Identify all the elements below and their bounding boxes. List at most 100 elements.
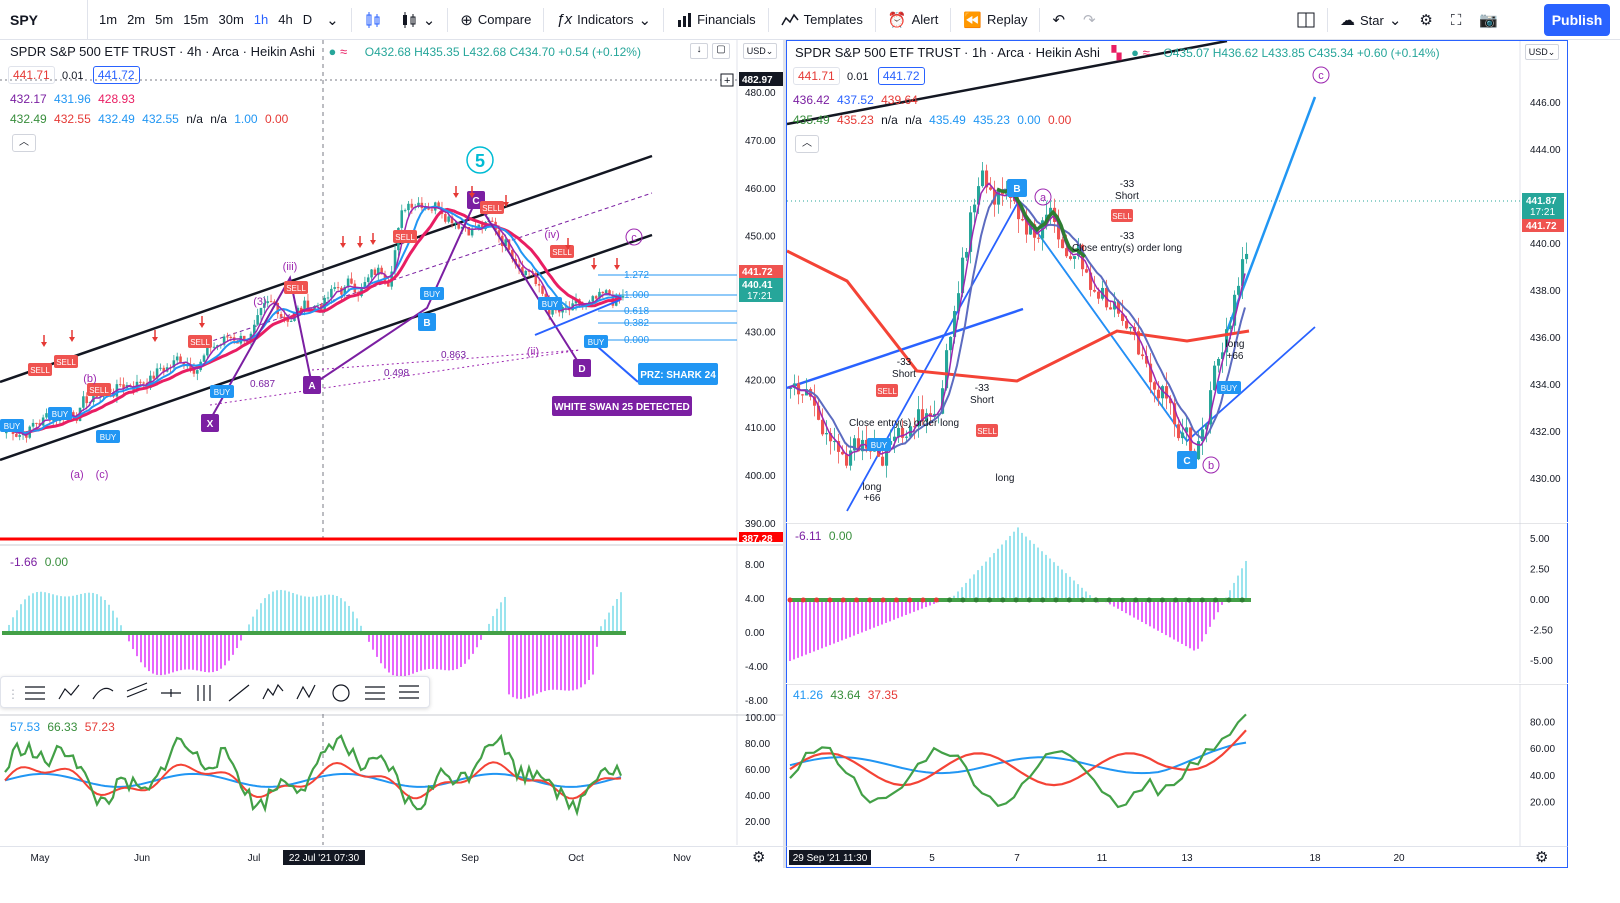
templates-button[interactable]: Templates bbox=[772, 0, 872, 40]
drawing-tools[interactable]: ⋮ bbox=[1, 677, 431, 709]
left-buy-button[interactable]: 441.72 bbox=[92, 66, 140, 84]
point-c-label: C bbox=[1183, 456, 1190, 467]
wave-label: a bbox=[1040, 192, 1047, 204]
chart-type-button[interactable]: ⌄ bbox=[391, 0, 445, 40]
osc-axis-label: 2.50 bbox=[1530, 565, 1550, 576]
cycle-icon bbox=[332, 684, 350, 702]
abcd-icon-path[interactable] bbox=[58, 684, 80, 700]
osc-dot bbox=[1146, 597, 1152, 603]
right-price-chart[interactable]: 446.00444.00442.00440.00438.00436.00434.… bbox=[787, 41, 1567, 523]
right-sell-button[interactable]: 441.71 bbox=[793, 67, 840, 85]
fullscreen-button[interactable]: ⛶ bbox=[1442, 0, 1471, 40]
left-rsi-chart[interactable]: 100.00 80.00 60.00 40.00 20.00 bbox=[0, 714, 783, 845]
sell-signal-badge bbox=[480, 201, 504, 214]
left-sell-button[interactable]: 441.71 bbox=[8, 66, 55, 84]
interval-15m[interactable]: 15m bbox=[183, 11, 209, 27]
left-currency-button[interactable]: USD⌄ bbox=[743, 43, 777, 59]
left-oscillator-chart[interactable]: 8.00 4.00 0.00 -4.00 -8.00 bbox=[0, 543, 783, 713]
redo-button[interactable]: ↷ bbox=[1074, 0, 1105, 40]
candle-body bbox=[447, 216, 450, 222]
settings-button[interactable]: ⚙ bbox=[1410, 0, 1441, 40]
curve-icon-path[interactable] bbox=[92, 687, 114, 700]
left-time-axis[interactable]: May Jun Jul Sep Oct Nov 22 Jul '21 07:30 ⚙ bbox=[0, 846, 783, 868]
compare-button[interactable]: ⊕ Compare bbox=[451, 0, 540, 40]
osc-axis-label: 0.00 bbox=[1530, 595, 1550, 606]
publish-button[interactable]: Publish bbox=[1544, 4, 1610, 36]
left-indicator-1-values: 432.17 431.96 428.93 bbox=[10, 92, 135, 106]
close-entry-label: Close entry(s) order long bbox=[849, 418, 959, 429]
candle-body bbox=[403, 210, 407, 212]
left-main-pane[interactable]: 480.00470.00460.00450.00440.00430.00420.… bbox=[0, 40, 783, 542]
replay-button[interactable]: ⏪ Replay bbox=[954, 0, 1036, 40]
right-axis-settings-button[interactable]: ⚙ bbox=[1535, 848, 1548, 866]
candle-body bbox=[92, 391, 95, 403]
crosshair-date-badge bbox=[283, 850, 365, 865]
rewind-icon: ⏪ bbox=[963, 11, 982, 29]
candle-body bbox=[313, 306, 316, 311]
snapshot-button[interactable]: 📷 bbox=[1470, 0, 1507, 40]
left-maximize-button[interactable]: ▢ bbox=[712, 43, 730, 59]
chevron-up-icon: ︿ bbox=[19, 137, 29, 148]
fib-icon-path[interactable] bbox=[399, 685, 419, 699]
xabcd-icon-path[interactable] bbox=[296, 684, 316, 700]
elliott-wave-icon-path[interactable] bbox=[262, 683, 284, 700]
interval-5m[interactable]: 5m bbox=[155, 11, 174, 27]
right-rsi-chart[interactable]: 80.00 60.00 40.00 20.00 bbox=[787, 684, 1567, 846]
osc-dot bbox=[947, 597, 953, 603]
right-time-scale[interactable]: 5 7 11 13 18 20 29 Sep '21 11:30 bbox=[787, 847, 1567, 869]
right-buy-button[interactable]: 441.72 bbox=[877, 67, 925, 85]
price-tag-text: 441.72 bbox=[742, 267, 773, 278]
interval-dropdown[interactable]: ⌄ bbox=[317, 0, 348, 40]
interval-1h[interactable]: 1h bbox=[253, 11, 269, 27]
alarm-clock-icon: ⏰ bbox=[887, 11, 907, 29]
layout-button[interactable] bbox=[1288, 0, 1324, 40]
left-time-scale[interactable]: May Jun Jul Sep Oct Nov 22 Jul '21 07:30 bbox=[0, 847, 783, 869]
rsi-line bbox=[4, 733, 623, 817]
left-scroll-down-button[interactable]: ↓ bbox=[690, 43, 708, 59]
interval-d[interactable]: D bbox=[302, 11, 313, 27]
layout-divider[interactable] bbox=[783, 40, 786, 868]
channel-icon-path[interactable] bbox=[126, 682, 148, 698]
left-rsi-pane[interactable]: 100.00 80.00 60.00 40.00 20.00 57.53 66.33 5… bbox=[0, 714, 783, 845]
gann-icon-path[interactable] bbox=[365, 686, 385, 700]
point-b-marker bbox=[1007, 179, 1027, 197]
right-legend-collapse-button[interactable]: ︿ bbox=[795, 135, 819, 153]
candle-body bbox=[921, 409, 925, 422]
interval-2m[interactable]: 2m bbox=[127, 11, 146, 27]
right-symbol-title[interactable]: SPDR S&P 500 ETF TRUST · 1h · Arca · Hei… bbox=[795, 45, 1100, 60]
candle-body bbox=[861, 439, 865, 452]
right-oscillator-chart[interactable]: 5.00 2.50 0.00 -2.50 -5.00 bbox=[787, 523, 1567, 683]
alert-button[interactable]: ⏰ Alert bbox=[879, 0, 947, 40]
left-axis-settings-button[interactable]: ⚙ bbox=[752, 848, 765, 866]
right-currency-button[interactable]: USD⌄ bbox=[1525, 44, 1559, 60]
bar-style-button[interactable] bbox=[355, 0, 391, 40]
left-osc-legend: -1.66 0.00 bbox=[10, 555, 68, 569]
right-oscillator-pane[interactable]: 5.00 2.50 0.00 -2.50 -5.00 -6.11 0.00 bbox=[786, 523, 1568, 683]
indicators-button[interactable]: ƒx Indicators ⌄ bbox=[547, 0, 660, 40]
pattern-icon-path[interactable] bbox=[25, 686, 45, 700]
symbol-search[interactable]: SPY bbox=[0, 0, 88, 40]
right-rsi-pane[interactable]: 80.00 60.00 40.00 20.00 41.26 43.64 37.35 bbox=[786, 684, 1568, 846]
candle-body bbox=[511, 249, 514, 259]
ind-value: 432.49 bbox=[98, 112, 135, 126]
interval-4h[interactable]: 4h bbox=[278, 11, 293, 27]
left-price-chart[interactable]: 480.00470.00460.00450.00440.00430.00420.… bbox=[0, 40, 783, 542]
ruler-icon-path[interactable] bbox=[197, 685, 211, 701]
financials-button[interactable]: Financials bbox=[667, 0, 765, 40]
trend-line-icon-path[interactable] bbox=[228, 684, 250, 702]
cycle-icon-path[interactable] bbox=[332, 684, 350, 702]
interval-30m[interactable]: 30m bbox=[218, 11, 244, 27]
osc-dot bbox=[1000, 597, 1006, 603]
undo-button[interactable]: ↶ bbox=[1043, 0, 1074, 40]
swan-label-box bbox=[552, 396, 692, 416]
right-time-axis[interactable]: 5 7 11 13 18 20 29 Sep '21 11:30 ⚙ bbox=[786, 846, 1568, 868]
candle-body bbox=[212, 346, 216, 348]
candle-body bbox=[817, 405, 821, 420]
layout-save-button[interactable]: ☁ Star ⌄ bbox=[1331, 0, 1410, 40]
right-main-pane[interactable]: 446.00444.00442.00440.00438.00436.00434.… bbox=[786, 40, 1568, 523]
left-symbol-title[interactable]: SPDR S&P 500 ETF TRUST · 4h · Arca · Hei… bbox=[10, 44, 315, 59]
interval-1m[interactable]: 1m bbox=[99, 11, 118, 27]
left-legend-collapse-button[interactable]: ︿ bbox=[12, 134, 36, 152]
horizontal-ray-icon-path[interactable] bbox=[161, 689, 181, 697]
candle-body bbox=[1185, 427, 1189, 433]
